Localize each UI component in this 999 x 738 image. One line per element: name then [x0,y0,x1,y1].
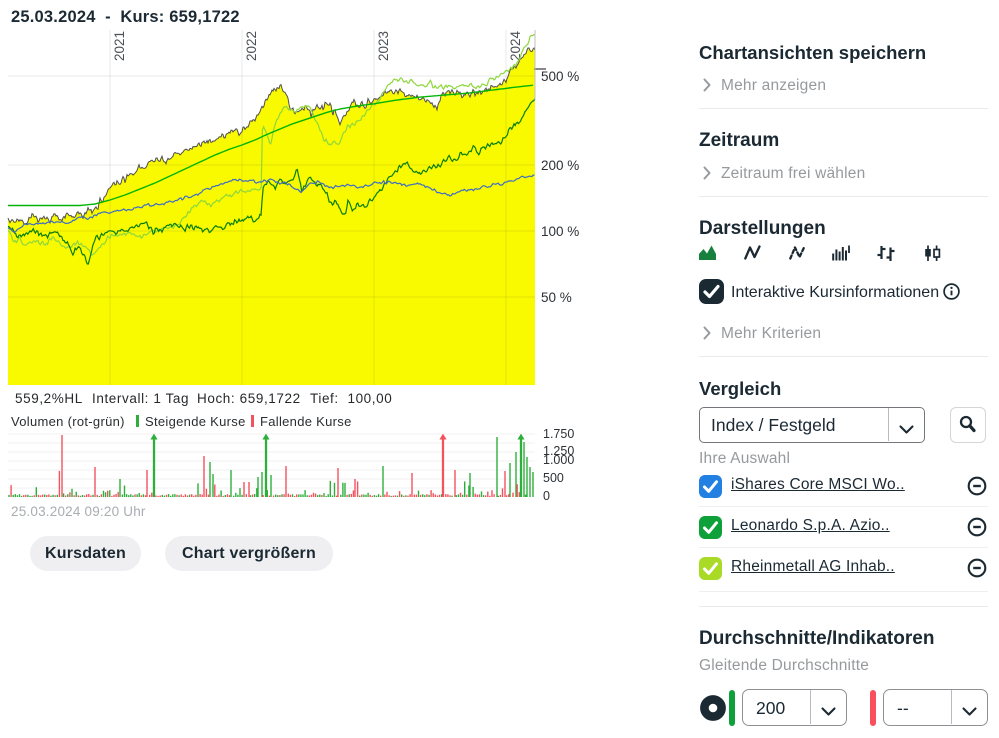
svg-text:1.750: 1.750 [543,427,574,441]
svg-text:2021: 2021 [112,31,127,61]
svg-text:100 %: 100 % [541,224,579,239]
svg-text:500: 500 [543,471,564,485]
svg-text:1.000: 1.000 [543,453,574,467]
svg-text:200 %: 200 % [541,158,579,173]
svg-text:2022: 2022 [244,31,259,61]
svg-text:50 %: 50 % [541,290,572,305]
svg-text:500 %: 500 % [541,69,579,84]
svg-text:2024: 2024 [508,30,523,61]
svg-text:2023: 2023 [376,31,391,61]
svg-text:1.250: 1.250 [543,444,574,458]
svg-text:0: 0 [543,489,550,503]
